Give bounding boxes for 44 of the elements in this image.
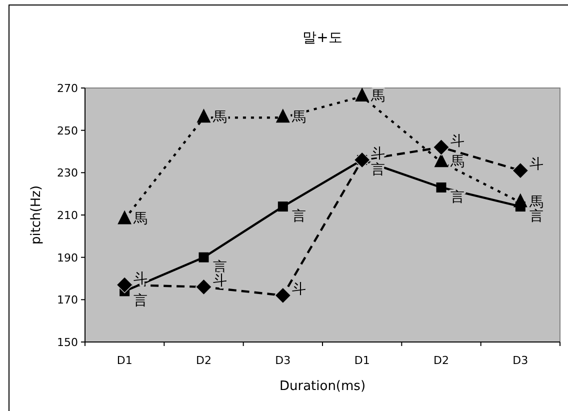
text: 馬 <box>450 154 464 170</box>
series-label: 馬 <box>212 110 227 126</box>
text: 斗 <box>134 270 148 287</box>
x-tick-label: D3 <box>275 354 291 367</box>
point <box>512 162 529 179</box>
x-axis-title: Duration(ms) <box>279 379 366 394</box>
point <box>432 138 450 156</box>
chart-title: 말+도 <box>302 30 342 46</box>
point <box>434 153 448 168</box>
text: 言 <box>292 208 306 225</box>
y-axis-title: pitch(Hz) <box>29 185 44 245</box>
text: 斗 <box>292 281 306 298</box>
x-tick-label: D2 <box>434 354 449 367</box>
text: 斗 <box>529 156 544 173</box>
point <box>196 108 211 123</box>
y-tick-label: 190 <box>57 251 78 264</box>
text: 言 <box>529 208 544 225</box>
point <box>355 87 370 102</box>
x-tick-label: D3 <box>512 354 528 367</box>
point <box>198 252 209 262</box>
text: 斗 <box>450 133 464 150</box>
text: 馬 <box>292 110 306 126</box>
point <box>118 210 132 224</box>
point <box>195 278 212 296</box>
point <box>436 182 446 192</box>
x-tick-label: D1 <box>116 354 132 367</box>
point <box>116 276 133 294</box>
series-label: 斗 <box>212 272 227 289</box>
y-tick-label: 170 <box>57 294 78 307</box>
text: 馬 <box>529 194 544 210</box>
text: 馬 <box>371 88 386 104</box>
y-tick-label: 210 <box>57 209 78 222</box>
point <box>274 287 292 304</box>
point <box>278 202 288 212</box>
point <box>515 202 526 212</box>
text: 言 <box>134 293 148 310</box>
x-tick-label: D2 <box>196 354 212 367</box>
y-tick-label: 150 <box>57 336 78 349</box>
y-tick-label: 250 <box>57 124 78 138</box>
y-tick-label: 270 <box>57 82 78 95</box>
text: 馬 <box>134 211 148 228</box>
point <box>276 108 290 123</box>
x-tick-label: D1 <box>354 354 370 367</box>
y-tick-label: 230 <box>57 166 78 180</box>
